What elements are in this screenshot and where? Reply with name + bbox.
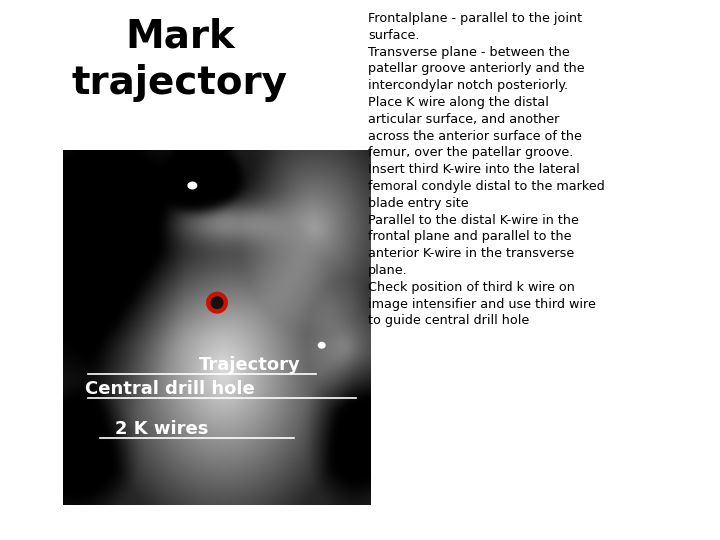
- Text: Trajectory: Trajectory: [199, 356, 300, 374]
- Text: Mark
trajectory: Mark trajectory: [72, 18, 288, 102]
- Text: 2 K wires: 2 K wires: [115, 420, 209, 438]
- Ellipse shape: [318, 342, 325, 349]
- Text: Frontalplane - parallel to the joint
surface.
Transverse plane - between the
pat: Frontalplane - parallel to the joint sur…: [368, 12, 605, 327]
- Ellipse shape: [187, 181, 197, 190]
- Text: Central drill hole: Central drill hole: [84, 380, 254, 398]
- Ellipse shape: [210, 296, 223, 309]
- Ellipse shape: [206, 292, 228, 314]
